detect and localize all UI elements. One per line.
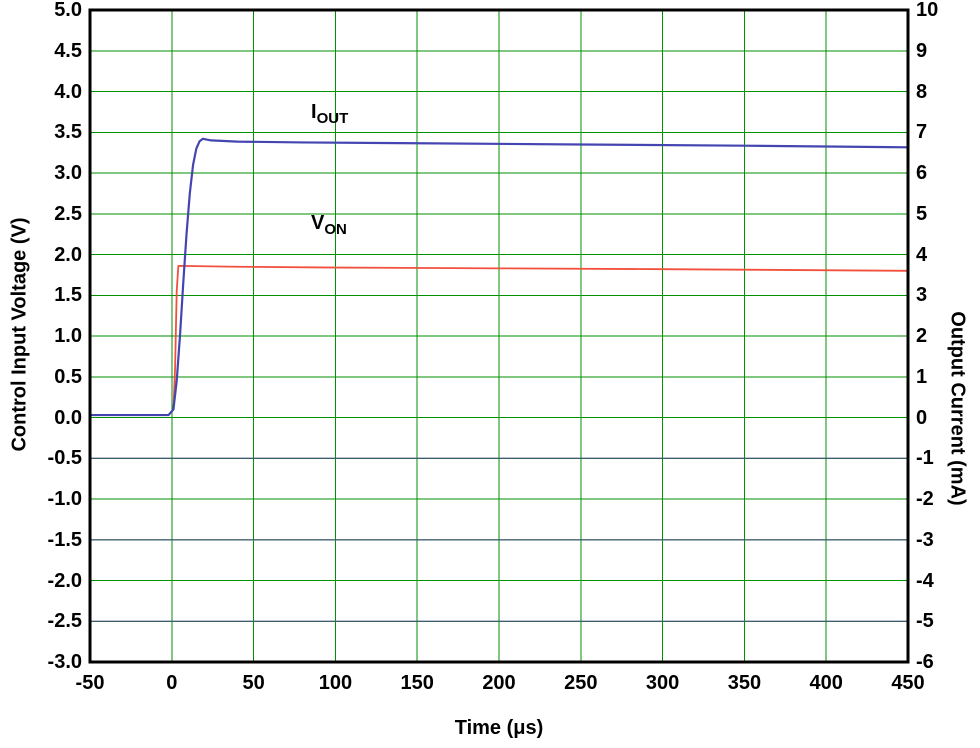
x-tick-label: 350 xyxy=(727,672,762,694)
y-left-tick-label: 4.5 xyxy=(54,39,82,62)
y-left-tick-label: 2.0 xyxy=(54,243,82,266)
y-right-tick-label: 4 xyxy=(916,243,928,266)
x-tick-label: 150 xyxy=(400,672,434,694)
trace-label-main: V xyxy=(311,212,325,234)
y-right-tick-label: 2 xyxy=(916,325,928,347)
y-left-tick-label: 2.5 xyxy=(54,202,82,225)
y-left-tick-label: -2.0 xyxy=(47,569,82,592)
y-right-tick-label: -1 xyxy=(916,447,934,470)
x-tick-label: 450 xyxy=(891,672,925,694)
y-right-tick-label: 3 xyxy=(916,284,928,307)
x-tick-label: 250 xyxy=(564,672,598,694)
y-right-tick-label: -3 xyxy=(916,528,934,551)
y-left-tick-label: 1.0 xyxy=(54,325,82,347)
y-right-tick-label: -2 xyxy=(916,488,934,510)
y-left-tick-label: -1.5 xyxy=(47,528,82,551)
y-left-tick-label: -2.5 xyxy=(47,610,82,633)
trace-label-main: I xyxy=(311,101,317,123)
y-left-tick-label: 0.5 xyxy=(54,365,82,388)
y-right-tick-label: 8 xyxy=(916,80,928,103)
y-left-tick-label: 1.5 xyxy=(54,284,82,307)
y-left-tick-label: 0.0 xyxy=(54,406,82,429)
y-right-tick-label: 0 xyxy=(916,406,928,429)
y-right-tick-label: -4 xyxy=(916,569,934,592)
y-left-tick-label: 3.0 xyxy=(54,162,82,184)
y-right-tick-label: -5 xyxy=(916,610,934,633)
y-right-tick-label: 1 xyxy=(916,365,928,388)
y-left-tick-label: -1.0 xyxy=(47,488,82,510)
x-tick-label: 0 xyxy=(166,672,178,694)
y-left-tick-label: 4.0 xyxy=(54,80,82,103)
von-trace-label: VON xyxy=(311,212,347,238)
x-tick-label: -50 xyxy=(75,672,105,694)
trace-iout xyxy=(88,137,910,417)
x-tick-label: 300 xyxy=(645,672,680,694)
y-left-tick-label: -3.0 xyxy=(47,651,82,673)
y-left-tick-label: -0.5 xyxy=(47,447,82,470)
y-left-tick-label: 3.5 xyxy=(54,121,82,144)
x-tick-label: 200 xyxy=(482,672,516,694)
y-right-tick-label: -6 xyxy=(916,651,934,673)
y-right-tick-label: 5 xyxy=(916,202,928,225)
trace-label-subscript: OUT xyxy=(316,110,349,127)
x-axis-title: Time (μs) xyxy=(454,717,544,739)
y-left-tick-label: 5.0 xyxy=(54,0,82,21)
x-tick-label: 100 xyxy=(318,672,353,694)
iout-trace-label: IOUT xyxy=(311,101,348,127)
y-right-tick-label: 9 xyxy=(916,39,928,62)
y-right-tick-label: 10 xyxy=(916,0,939,21)
x-tick-label: 400 xyxy=(809,672,843,694)
y-right-tick-label: 7 xyxy=(916,121,928,144)
plot-border xyxy=(88,8,910,664)
trace-label-subscript: ON xyxy=(324,221,347,238)
y-right-tick-label: 6 xyxy=(916,162,928,184)
x-tick-label: 50 xyxy=(242,672,265,694)
